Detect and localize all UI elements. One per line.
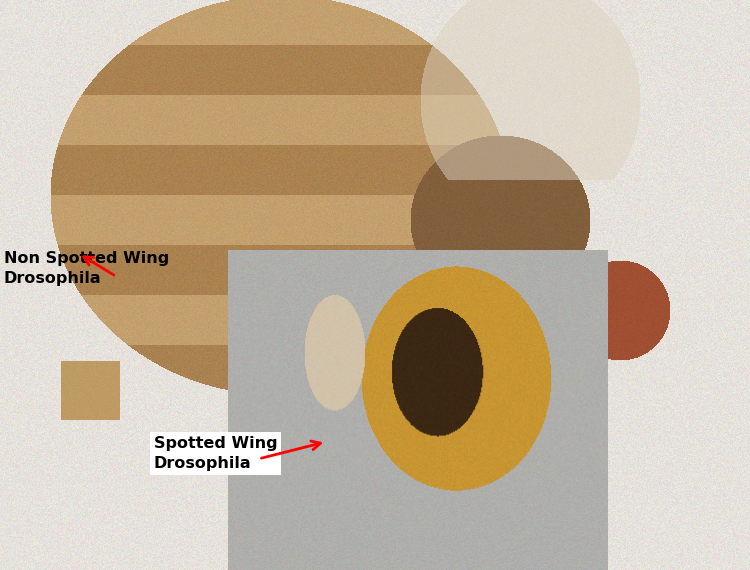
Text: Non Spotted Wing
Drosophila: Non Spotted Wing Drosophila <box>4 251 169 286</box>
Text: Spotted Wing
Drosophila: Spotted Wing Drosophila <box>154 436 278 471</box>
